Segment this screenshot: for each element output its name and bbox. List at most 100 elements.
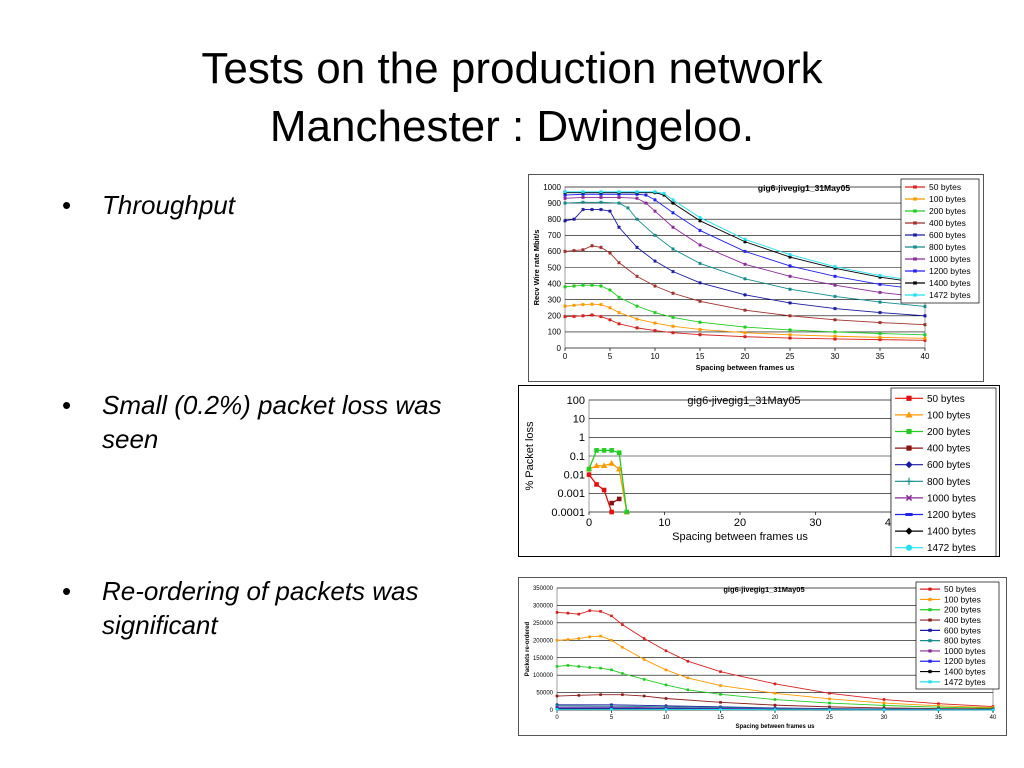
data-point xyxy=(617,310,621,315)
legend-entry: 400 bytes xyxy=(944,615,981,625)
data-point xyxy=(664,683,668,687)
data-point xyxy=(581,283,585,288)
data-point xyxy=(653,284,657,288)
legend-entry: 50 bytes xyxy=(929,182,961,192)
legend-marker xyxy=(928,628,932,633)
series-line xyxy=(564,193,926,291)
legend-marker xyxy=(912,280,918,286)
series-line xyxy=(564,284,926,336)
data-point xyxy=(598,666,603,670)
series-line xyxy=(588,449,628,513)
data-point xyxy=(635,189,639,194)
data-point xyxy=(671,247,675,251)
data-point xyxy=(664,696,668,701)
legend-entry: 800 bytes xyxy=(944,636,981,646)
data-point xyxy=(581,302,585,307)
data-point xyxy=(827,708,832,712)
data-point xyxy=(609,638,614,642)
series-line xyxy=(564,245,926,326)
data-point xyxy=(577,664,581,669)
reordering-chart: 0 50000 100000 150000 200000 250000 300000 3500… xyxy=(525,581,1000,730)
data-point xyxy=(827,691,832,695)
legend-marker xyxy=(928,607,932,612)
data-point xyxy=(671,210,675,215)
y-tick-label: 0.001 xyxy=(557,488,585,500)
x-tick-label: 35 xyxy=(876,352,885,361)
data-point xyxy=(588,635,592,639)
data-point xyxy=(923,332,927,337)
data-point xyxy=(833,294,837,299)
y-axis-label: % Packet loss xyxy=(524,421,536,491)
data-point xyxy=(599,189,603,194)
data-point xyxy=(923,313,927,318)
data-point xyxy=(743,330,747,335)
packet-loss-chart: 0.00010.0010.010.1110100010203040Spacing… xyxy=(524,387,997,559)
data-point xyxy=(617,201,621,205)
data-point xyxy=(608,251,612,255)
y-tick-label: 200000 xyxy=(533,638,554,644)
data-point xyxy=(566,637,570,642)
data-point xyxy=(555,610,559,615)
x-tick-label: 20 xyxy=(772,715,779,721)
data-point xyxy=(788,252,792,257)
y-tick-label: 600 xyxy=(548,247,562,256)
data-point xyxy=(653,259,657,263)
series-line xyxy=(556,664,994,709)
data-point xyxy=(635,317,639,321)
data-point xyxy=(594,482,599,487)
legend-entry: 1400 bytes xyxy=(944,667,986,677)
y-tick-label: 500 xyxy=(548,263,562,272)
data-point xyxy=(788,287,792,292)
data-point xyxy=(566,611,570,615)
data-point xyxy=(590,313,594,317)
data-point xyxy=(653,310,657,315)
data-point xyxy=(773,708,777,712)
legend-entry: 100 bytes xyxy=(927,410,970,421)
slide-title-line2: Manchester : Dwingeloo. xyxy=(269,102,755,151)
data-point xyxy=(601,448,607,453)
legend-entry: 1200 bytes xyxy=(944,656,986,666)
data-point xyxy=(743,249,747,254)
legend-entry: 600 bytes xyxy=(927,460,970,471)
data-point xyxy=(773,682,777,686)
data-point xyxy=(581,313,585,318)
data-point xyxy=(599,195,603,200)
data-point xyxy=(588,609,592,613)
legend-marker xyxy=(912,244,918,250)
data-point xyxy=(743,308,747,312)
y-tick-label: 150000 xyxy=(533,656,554,662)
data-point xyxy=(599,314,603,319)
data-point xyxy=(878,282,882,287)
y-tick-label: 200 xyxy=(548,312,562,321)
data-point xyxy=(609,509,614,515)
data-point xyxy=(563,249,567,254)
data-point xyxy=(698,228,702,233)
legend-marker xyxy=(905,513,913,516)
data-point xyxy=(882,703,886,708)
x-tick-label: 10 xyxy=(651,352,660,361)
data-point xyxy=(878,335,882,340)
data-point xyxy=(671,330,675,335)
x-tick-label: 30 xyxy=(881,715,888,721)
y-axis-label: Packets re-ordered xyxy=(525,621,531,676)
data-point xyxy=(878,300,882,304)
data-point xyxy=(698,320,702,325)
series-line xyxy=(556,635,994,709)
data-point xyxy=(590,283,594,288)
data-point xyxy=(599,245,603,250)
data-point xyxy=(563,304,567,308)
data-point xyxy=(653,233,657,238)
legend-entry: 1400 bytes xyxy=(929,278,971,288)
data-point xyxy=(608,209,612,213)
x-tick-label: 40 xyxy=(921,352,930,361)
x-tick-label: 20 xyxy=(741,352,750,361)
data-point xyxy=(718,683,723,688)
data-point xyxy=(827,701,832,705)
data-point xyxy=(878,331,882,336)
data-point xyxy=(827,697,832,701)
data-point xyxy=(555,638,559,642)
x-tick-label: 15 xyxy=(717,715,724,721)
data-point xyxy=(698,218,702,223)
legend-entry: 200 bytes xyxy=(929,206,966,216)
x-tick-label: 20 xyxy=(734,517,746,529)
